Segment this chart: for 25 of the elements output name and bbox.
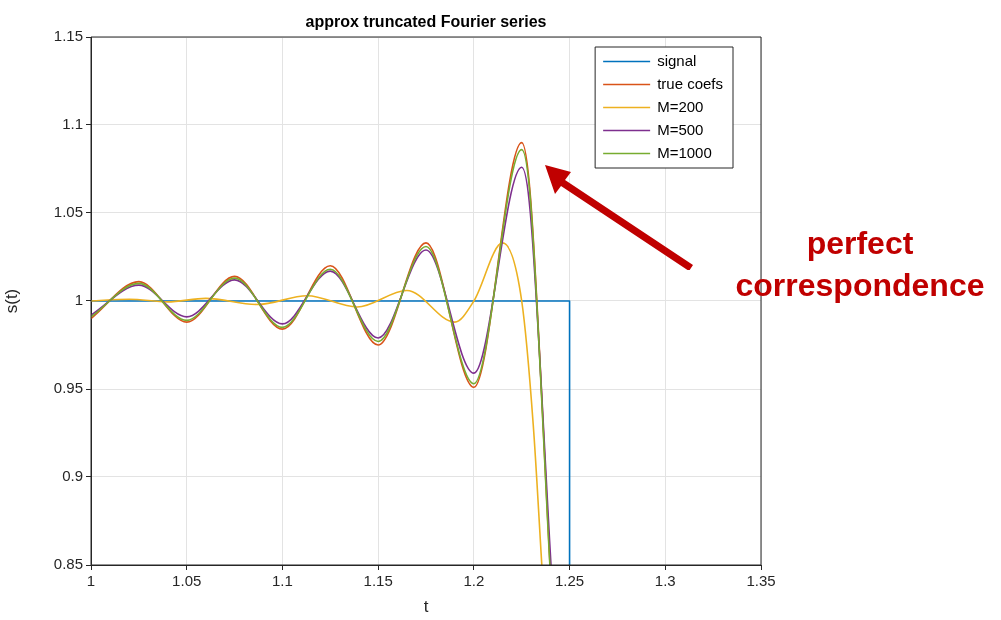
x-tick-label: 1 <box>86 572 96 590</box>
x-tick-label: 1.3 <box>654 572 676 590</box>
y-tick-label: 0.9 <box>62 467 83 485</box>
line-series <box>91 242 543 565</box>
y-tick-label: 1 <box>74 291 83 309</box>
chart-title: approx truncated Fourier series <box>305 13 547 31</box>
x-axis-title: t <box>423 597 429 617</box>
x-tick-label: 1.2 <box>463 572 485 590</box>
y-tick-label: 1.15 <box>53 27 83 45</box>
y-tick-label: 0.95 <box>53 379 83 397</box>
x-tick-label: 1.1 <box>272 572 293 590</box>
legend-label: signal <box>657 51 697 69</box>
x-tick-label: 1.15 <box>363 572 393 590</box>
legend-label: M=1000 <box>657 143 712 161</box>
x-tick-label: 1.05 <box>172 572 202 590</box>
x-tick-label: 1.35 <box>746 572 776 590</box>
y-axis-title: s(t) <box>1 288 21 314</box>
legend-label: true coefs <box>657 74 724 92</box>
y-tick-label: 1.05 <box>53 203 83 221</box>
annotation: perfect correspondence <box>735 224 985 303</box>
x-tick-label: 1.25 <box>554 572 585 590</box>
legend-label: M=200 <box>657 97 704 115</box>
legend-label: M=500 <box>657 120 704 138</box>
y-tick-label: 0.85 <box>53 555 83 573</box>
y-tick-label: 1.1 <box>62 115 83 133</box>
